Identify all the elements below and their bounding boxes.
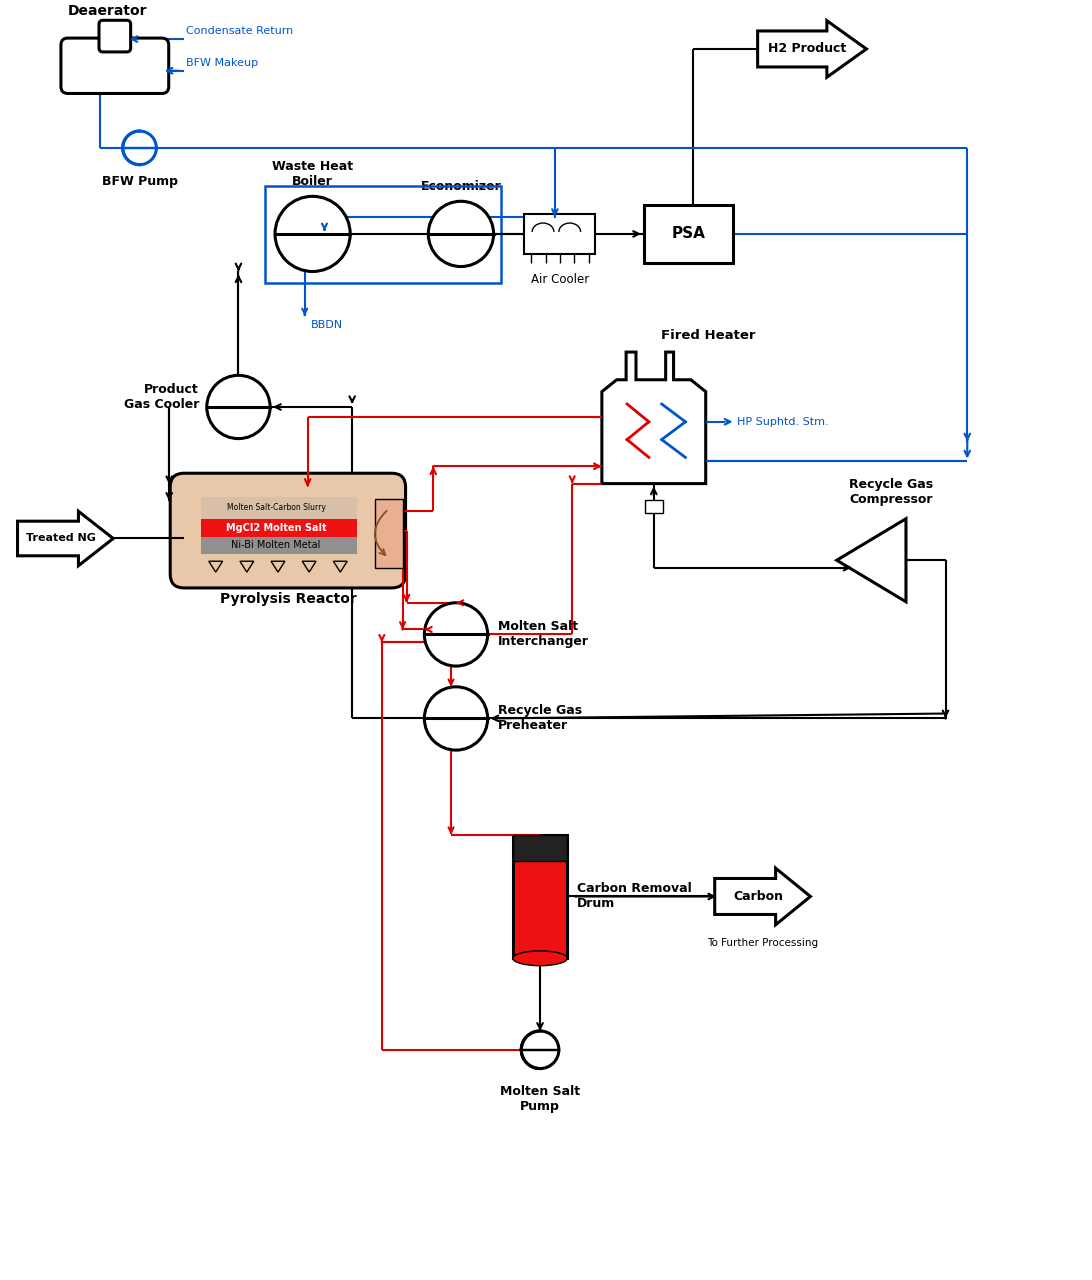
Polygon shape	[602, 352, 705, 484]
Text: Condensate Return: Condensate Return	[186, 26, 294, 36]
Text: Fired Heater: Fired Heater	[661, 329, 756, 342]
Text: BFW Pump: BFW Pump	[102, 174, 178, 188]
Text: HP Suphtd. Stm.: HP Suphtd. Stm.	[737, 417, 829, 426]
Bar	[201, 497, 357, 518]
Bar	[201, 536, 357, 554]
Bar	[513, 835, 567, 861]
Circle shape	[428, 201, 494, 266]
Text: BBDN: BBDN	[310, 320, 343, 330]
Bar	[201, 518, 357, 536]
Text: Molten Salt
Interchanger: Molten Salt Interchanger	[498, 621, 589, 649]
Circle shape	[122, 131, 156, 165]
Text: Ni-Bi Molten Metal: Ni-Bi Molten Metal	[232, 540, 321, 550]
Ellipse shape	[513, 951, 567, 965]
Text: Recycle Gas
Compressor: Recycle Gas Compressor	[850, 477, 934, 506]
Circle shape	[425, 687, 488, 750]
Polygon shape	[758, 20, 866, 77]
Circle shape	[275, 196, 351, 271]
Text: To Further Processing: To Further Processing	[707, 938, 818, 948]
Text: Treated NG: Treated NG	[26, 534, 96, 544]
Text: BFW Makeup: BFW Makeup	[186, 58, 258, 68]
Circle shape	[206, 375, 270, 439]
Text: Deaerator: Deaerator	[68, 4, 147, 18]
Polygon shape	[836, 518, 906, 602]
Text: Molten Salt
Pump: Molten Salt Pump	[500, 1085, 580, 1114]
FancyBboxPatch shape	[170, 474, 405, 588]
Text: Carbon: Carbon	[733, 890, 783, 902]
Polygon shape	[17, 511, 114, 566]
FancyBboxPatch shape	[99, 20, 131, 52]
Text: Air Cooler: Air Cooler	[531, 274, 589, 287]
Text: Economizer: Economizer	[420, 180, 501, 193]
Text: Product
Gas Cooler: Product Gas Cooler	[123, 383, 199, 411]
Bar	[645, 500, 663, 513]
Circle shape	[425, 603, 488, 666]
Bar	[375, 499, 403, 568]
FancyBboxPatch shape	[61, 38, 169, 93]
Text: PSA: PSA	[672, 227, 705, 242]
Text: H2 Product: H2 Product	[768, 42, 846, 55]
Text: Carbon Removal
Drum: Carbon Removal Drum	[578, 882, 692, 910]
Text: Molten Salt-Carbon Slurry: Molten Salt-Carbon Slurry	[226, 503, 325, 512]
Text: Waste Heat
Boiler: Waste Heat Boiler	[272, 160, 353, 188]
Bar	[644, 205, 733, 262]
Polygon shape	[714, 868, 810, 924]
Bar	[265, 187, 500, 283]
Text: MgCl2 Molten Salt: MgCl2 Molten Salt	[226, 522, 327, 532]
Bar	[513, 835, 567, 959]
Text: Pyrolysis Reactor: Pyrolysis Reactor	[219, 591, 356, 605]
Circle shape	[521, 1030, 559, 1069]
Text: Recycle Gas
Preheater: Recycle Gas Preheater	[498, 704, 582, 732]
Bar	[524, 214, 595, 253]
